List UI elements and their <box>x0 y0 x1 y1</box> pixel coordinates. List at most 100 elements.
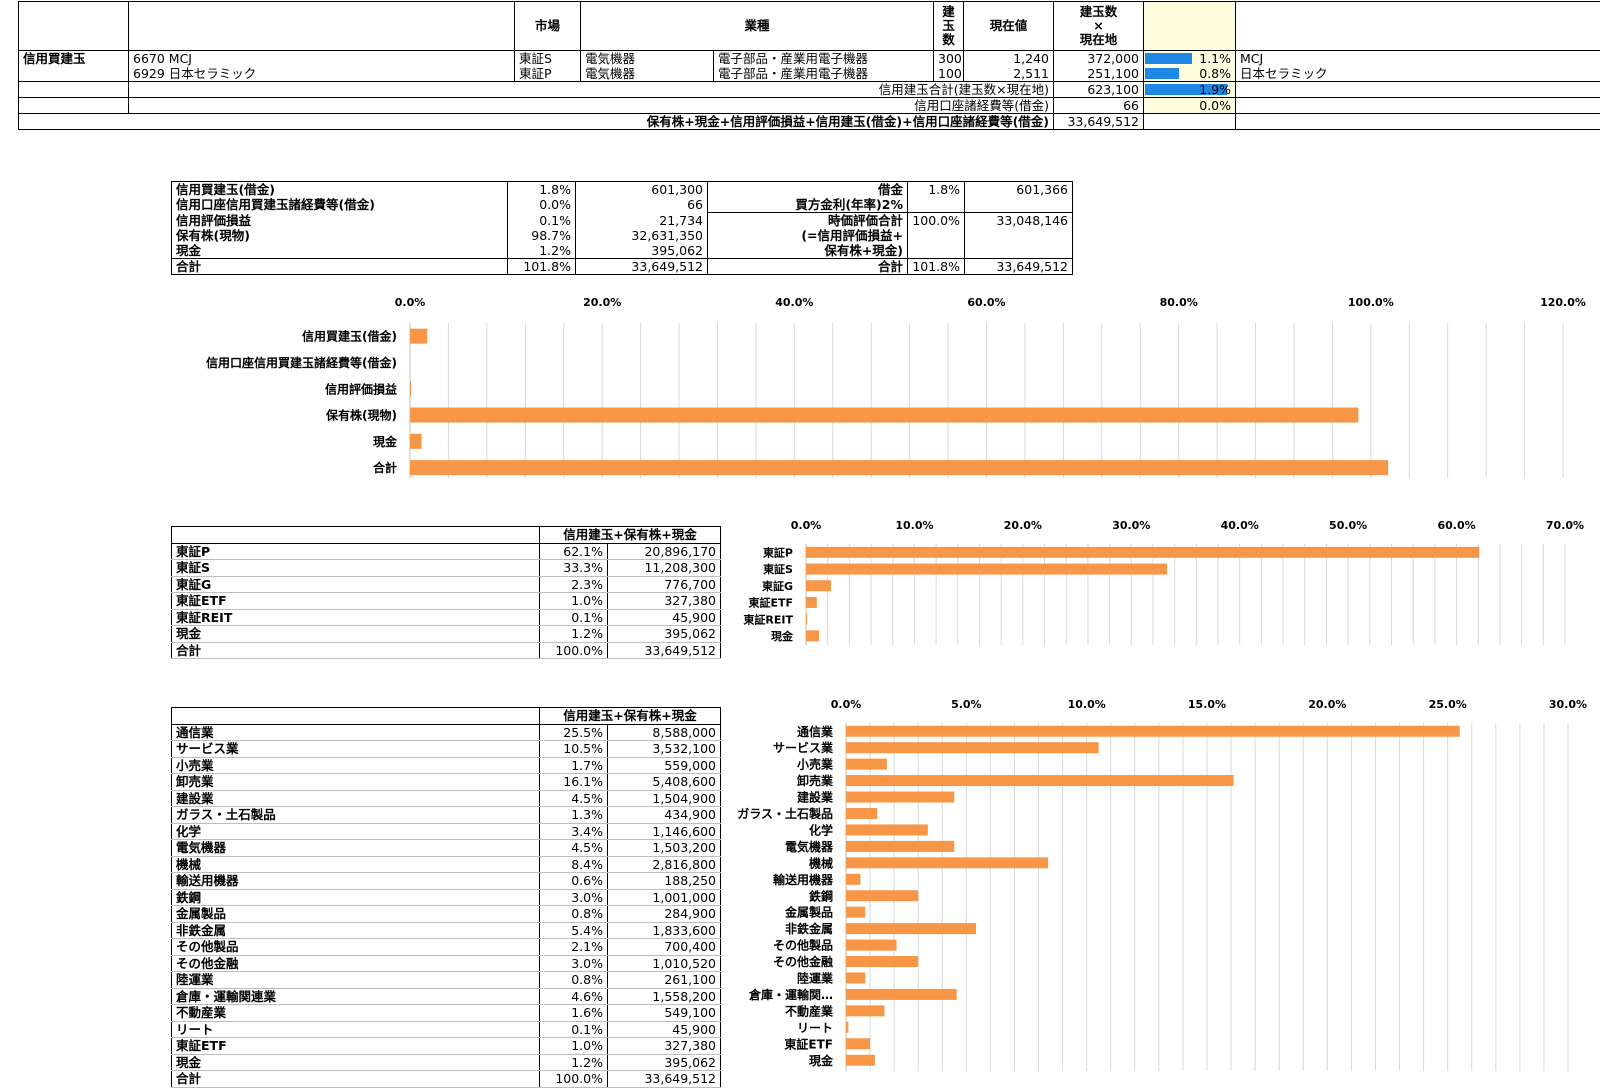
bar <box>846 1038 871 1050</box>
cell-label: 小売業 <box>171 757 540 774</box>
name: MCJ <box>1235 50 1600 66</box>
category-label: 機械 <box>809 855 833 870</box>
cell-value: 549,100 <box>606 1004 721 1022</box>
bar <box>846 956 919 968</box>
summary-value: 32,631,350 <box>575 228 708 243</box>
bar <box>410 407 1359 423</box>
cell-label: 機械 <box>171 856 540 873</box>
cell-pct: 33.3% <box>539 559 608 577</box>
price: 1,240 <box>963 50 1054 66</box>
category-label: 建設業 <box>796 790 834 805</box>
cell-pct: 0.8% <box>539 971 608 989</box>
header-price: 現在値 <box>963 1 1054 51</box>
header-blank-3 <box>1235 1 1600 51</box>
category-label: 東証ETF <box>748 596 793 610</box>
pct-databar-cell: 0.8% <box>1143 66 1236 82</box>
cell-label: 東証G <box>171 576 540 593</box>
summary-value: 601,300 <box>575 181 708 197</box>
name: 日本セラミック <box>1235 66 1600 82</box>
cell-label: ガラス・土石製品 <box>171 806 540 824</box>
cell-value: 1,503,200 <box>606 839 721 857</box>
debt-pct: 1.8% <box>907 181 965 197</box>
tick-label: 60.0% <box>967 296 1005 309</box>
summary-row: 現金 1.2% 395,062 保有株+現金) <box>172 243 1073 259</box>
category-label: 信用口座信用買建玉諸経費等(借金) <box>206 355 397 370</box>
interest-label: 買方金利(年率)2% <box>707 197 908 213</box>
bar <box>806 580 831 592</box>
sector: 電気機器 <box>580 66 714 82</box>
summary-row: 信用買建玉(借金) 1.8% 601,300 借金 1.8% 601,366 <box>172 181 1073 197</box>
category-label: 東証ETF <box>784 1036 833 1051</box>
summary-pct: 101.8% <box>507 258 576 275</box>
subsector: 電子部品・産業用電子機器 <box>712 66 934 82</box>
tick-label: 30.0% <box>1112 519 1150 532</box>
category-label: 金属製品 <box>784 905 833 920</box>
mv-label-3: 保有株+現金) <box>707 243 908 259</box>
tick-label: 60.0% <box>1437 519 1475 532</box>
cell-pct: 4.5% <box>539 790 608 807</box>
bar <box>846 824 928 836</box>
summary-label: 信用口座信用買建玉諸経費等(借金) <box>176 197 375 213</box>
tick-label: 40.0% <box>775 296 813 309</box>
cell-value: 5,408,600 <box>606 773 721 791</box>
cell-pct: 100.0% <box>539 1070 608 1088</box>
industry-header-row: 信用建玉+保有株+現金 <box>171 707 721 725</box>
cell-pct: 0.8% <box>539 905 608 923</box>
table-row: 卸売業 16.1% 5,408,600 <box>171 773 721 791</box>
market: 東証S <box>514 50 581 66</box>
total-row: 合計 100.0% 33,649,512 <box>171 641 721 659</box>
cell-label: 卸売業 <box>171 773 540 791</box>
cell-pct: 25.5% <box>539 724 608 741</box>
bar <box>846 725 1460 737</box>
header-blank-1 <box>18 1 129 51</box>
tick-label: 70.0% <box>1546 519 1584 532</box>
cell-value: 2,816,800 <box>606 856 721 873</box>
grand-total-row: 保有株+現金+信用評価損益+信用建玉(借金)+信用口座諸経費等(借金) 33,6… <box>19 113 1600 130</box>
header-market: 市場 <box>514 1 581 51</box>
category-label: その他金融 <box>773 954 833 969</box>
market-header-row: 信用建玉+保有株+現金 <box>171 526 721 544</box>
summary-total-row: 合計 101.8% 33,649,512 合計 101.8% 33,649,51… <box>171 258 1073 275</box>
summary-label: 保有株(現物) <box>176 228 250 243</box>
bar <box>846 923 976 935</box>
cell-value: 559,000 <box>606 757 721 774</box>
category-label: 東証REIT <box>743 612 793 626</box>
cell-value: 3,532,100 <box>606 740 721 758</box>
cell-pct: 3.0% <box>539 955 608 972</box>
category-label: その他製品 <box>773 938 833 953</box>
cell-label: 倉庫・運輸関連業 <box>171 988 540 1005</box>
table-row: 不動産業 1.6% 549,100 <box>171 1004 721 1022</box>
table-row: 電気機器 4.5% 1,503,200 <box>171 839 721 857</box>
total-pct-cell: 1.9% <box>1143 81 1236 98</box>
cell-pct: 3.0% <box>539 889 608 906</box>
tick-label: 0.0% <box>791 519 822 532</box>
table-row: 東証P 62.1% 20,896,170 <box>171 543 721 560</box>
market-header: 信用建玉+保有株+現金 <box>538 526 721 544</box>
category-label: 不動産業 <box>785 1003 834 1018</box>
cell-value: 20,896,170 <box>606 543 721 560</box>
cell-value: 188,250 <box>606 872 721 890</box>
tick-label: 5.0% <box>951 698 982 711</box>
bar <box>806 613 808 625</box>
cell-pct: 8.4% <box>539 856 608 873</box>
table-row: 東証ETF 1.0% 327,380 <box>171 1037 721 1055</box>
group-label: 信用買建玉 <box>23 51 86 66</box>
mv-label-2: (=信用評価損益+ <box>707 228 908 243</box>
total-row: 信用建玉合計(建玉数×現在地) 623,100 1.9% <box>18 81 1600 98</box>
debt-label: 借金 <box>707 181 908 197</box>
summary-value: 33,649,512 <box>575 258 708 275</box>
fees-pct: 0.0% <box>1143 97 1236 114</box>
cell-label: リート <box>171 1021 540 1038</box>
bar <box>846 988 957 1000</box>
subsector: 電子部品・産業用電子機器 <box>712 50 934 66</box>
header-value: 建玉数 × 現在地 <box>1053 1 1144 51</box>
pct-databar <box>1145 68 1180 79</box>
tick-label: 20.0% <box>1308 698 1346 711</box>
table-row: リート 0.1% 45,900 <box>171 1021 721 1038</box>
bar <box>806 630 820 642</box>
mv-pct: 100.0% <box>907 212 965 228</box>
code-name: 6670 MCJ <box>128 50 515 66</box>
cell-pct: 0.6% <box>539 872 608 890</box>
mv-value: 33,048,146 <box>964 212 1073 228</box>
cell-pct: 0.1% <box>539 609 608 626</box>
